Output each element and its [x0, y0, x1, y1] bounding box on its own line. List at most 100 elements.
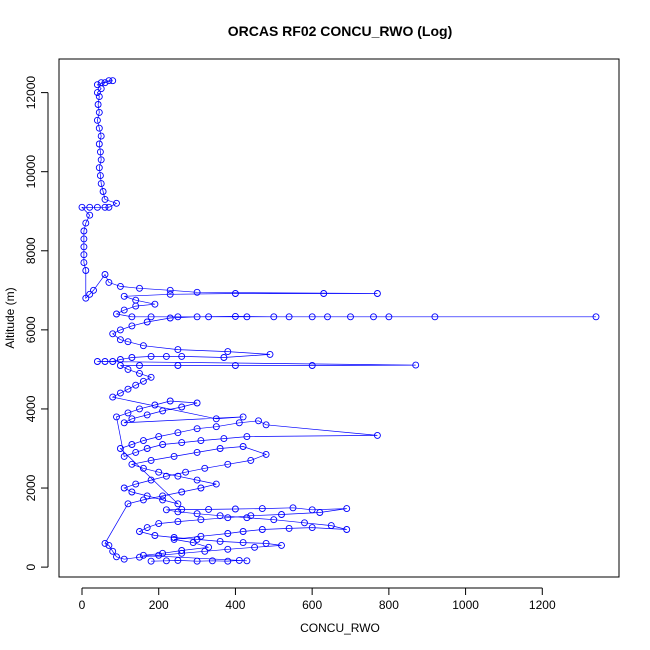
data-point: [128, 441, 136, 448]
x-axis-label: CONCU_RWO: [300, 621, 380, 635]
data-point: [193, 476, 201, 484]
data-point: [105, 77, 113, 85]
data-point: [255, 417, 262, 425]
data-point: [116, 326, 124, 334]
data-point: [147, 352, 155, 360]
data-point: [193, 399, 201, 407]
data-point: [93, 89, 101, 97]
data-point: [99, 188, 107, 195]
data-point: [205, 543, 213, 551]
data-point: [243, 313, 251, 321]
data-point: [370, 313, 377, 321]
data-point: [266, 350, 274, 358]
data-point: [166, 397, 174, 405]
data-point: [170, 534, 178, 541]
data-point: [86, 203, 94, 211]
data-point: [97, 180, 105, 188]
y-tick-label: 12000: [24, 76, 38, 110]
data-point: [262, 539, 270, 547]
data-point: [220, 354, 228, 361]
data-point: [201, 547, 209, 555]
data-point: [205, 505, 213, 513]
data-point: [174, 500, 182, 508]
data-point: [113, 199, 120, 207]
data-point: [80, 259, 88, 267]
data-point: [197, 437, 205, 445]
data-point: [97, 156, 105, 164]
data-point: [239, 443, 247, 450]
data-point: [155, 520, 163, 528]
data-point: [132, 448, 140, 456]
data-point: [212, 423, 220, 431]
data-point: [96, 148, 104, 156]
data-point: [151, 401, 159, 409]
data-point: [247, 512, 255, 520]
data-point: [101, 195, 109, 203]
data-point: [385, 313, 393, 321]
data-point: [174, 508, 182, 516]
data-point: [147, 557, 155, 565]
data-point: [220, 435, 228, 443]
data-point: [95, 93, 103, 101]
data-point: [270, 516, 278, 524]
data-point: [201, 464, 209, 472]
data-point: [136, 362, 143, 369]
data-point: [162, 472, 170, 480]
x-tick-label: 0: [79, 598, 86, 612]
data-point: [216, 512, 224, 520]
data-point: [128, 460, 136, 468]
data-point: [162, 506, 170, 514]
y-axis: 0 2000 4000 6000 8000 10000 12000: [24, 76, 49, 570]
data-point: [170, 535, 178, 543]
data-point: [136, 369, 143, 377]
data-point: [243, 433, 251, 441]
data-point: [95, 140, 103, 148]
data-point: [308, 524, 316, 532]
data-point: [159, 492, 167, 500]
data-point: [97, 79, 105, 87]
data-point: [285, 524, 293, 532]
data-point: [174, 518, 182, 526]
data-point: [116, 282, 124, 290]
data-point: [116, 445, 124, 452]
data-point: [178, 505, 186, 513]
data-point: [109, 77, 117, 85]
data-point: [178, 488, 186, 496]
data-point: [373, 431, 381, 439]
data-point: [120, 484, 128, 492]
data-point: [193, 557, 201, 565]
data-point: [116, 336, 124, 344]
data-point: [431, 313, 439, 321]
data-point: [139, 551, 147, 559]
data-point: [592, 313, 600, 321]
data-point: [193, 535, 201, 543]
data-point: [270, 313, 278, 321]
data-point: [239, 413, 247, 421]
plot-area: [78, 77, 600, 565]
y-tick-label: 2000: [24, 474, 38, 501]
data-point: [212, 415, 220, 423]
data-point: [162, 557, 170, 565]
x-tick-label: 200: [149, 598, 169, 612]
data-point: [116, 389, 124, 397]
data-point: [82, 294, 90, 302]
data-point: [327, 522, 335, 530]
chart-title: ORCAS RF02 CONCU_RWO (Log): [228, 23, 453, 39]
data-point: [86, 211, 94, 219]
data-point: [224, 545, 232, 553]
data-point: [124, 385, 132, 393]
data-point: [162, 352, 170, 360]
data-point: [120, 292, 128, 300]
data-point: [247, 456, 255, 464]
x-tick-label: 1000: [452, 598, 479, 612]
data-point: [97, 132, 105, 140]
data-point: [170, 452, 178, 460]
data-point: [262, 421, 270, 429]
data-point: [193, 425, 201, 433]
data-point: [216, 537, 224, 545]
data-point: [120, 419, 128, 427]
data-point: [324, 313, 331, 321]
data-point: [231, 290, 239, 297]
data-point: [178, 352, 186, 360]
data-point: [231, 312, 239, 320]
